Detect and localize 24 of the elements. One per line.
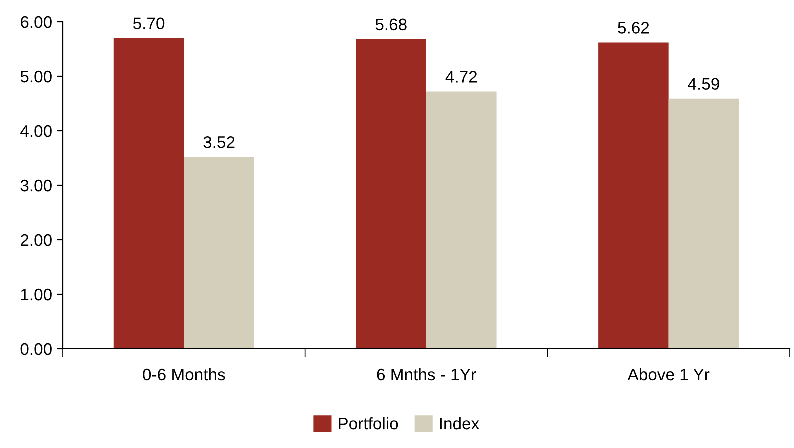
y-tick-label: 2.00 [20, 234, 52, 246]
y-tick-label: 4.00 [20, 125, 52, 138]
bar [114, 38, 184, 349]
legend-label: Index [440, 417, 480, 430]
data-label: 4.59 [688, 78, 720, 90]
y-tick-label: 0.00 [20, 343, 52, 356]
data-label: 5.68 [376, 18, 407, 31]
bar [356, 39, 426, 349]
legend-label: Portfolio [339, 417, 398, 430]
bar [426, 92, 497, 349]
y-tick-label: 6.00 [20, 16, 52, 28]
y-tick-label: 3.00 [20, 180, 52, 192]
data-label: 3.52 [204, 136, 235, 148]
data-label: 5.62 [618, 22, 650, 34]
data-label: 4.72 [446, 71, 478, 83]
bar [598, 42, 669, 349]
bar [184, 157, 254, 349]
x-tick-label: 6 Mnths - 1Yr [377, 368, 476, 381]
y-tick-label: 1.00 [21, 288, 52, 301]
x-tick-label: Above 1 Yr [628, 368, 710, 381]
x-tick-label: 0-6 Months [143, 368, 226, 381]
data-label: 5.70 [133, 18, 165, 30]
y-tick-label: 5.00 [20, 70, 52, 83]
bar [668, 98, 740, 349]
